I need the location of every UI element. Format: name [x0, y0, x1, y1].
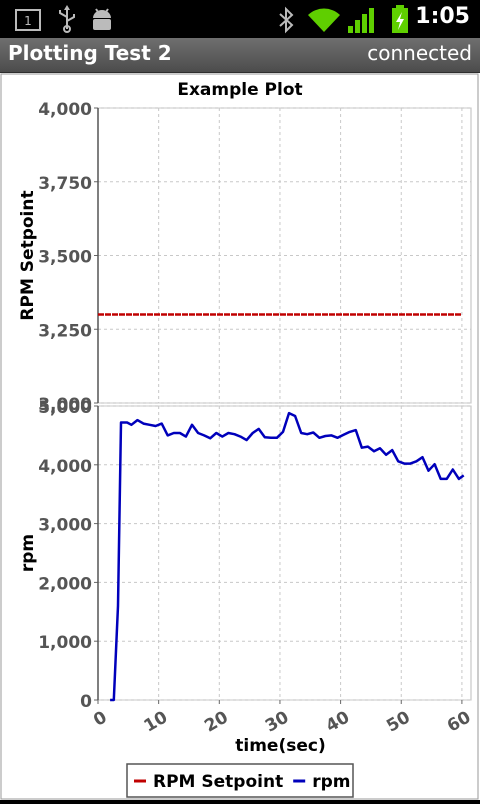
y-tick-label: 0	[80, 692, 92, 712]
plot-title: Example Plot	[177, 80, 302, 100]
android-debug-icon	[93, 8, 111, 30]
status-time: 1:05	[415, 4, 470, 29]
rpm-series-line	[110, 411, 465, 702]
signal-icon	[348, 8, 374, 33]
y-tick-label: 5,000	[38, 398, 92, 418]
legend-label: RPM Setpoint	[153, 772, 283, 792]
setpoint-panel: 3,000 3,250 3,500 3,750 4,000 RPM Setpoint	[18, 100, 472, 415]
legend: RPM Setpoint rpm	[126, 763, 354, 798]
plot-frame	[97, 405, 472, 701]
wifi-icon	[308, 8, 340, 32]
legend-label: rpm	[312, 772, 350, 792]
plot-area: Example Plot 3,000 3,250 3,500 3,750 4,000 RP…	[0, 73, 480, 800]
y-axis-label: rpm	[18, 534, 38, 572]
status-bar: 1 1:05	[0, 0, 480, 38]
x-axis-label: time(sec)	[235, 736, 325, 756]
y-axis-label: RPM Setpoint	[18, 190, 38, 320]
y-tick-label: 3,000	[38, 395, 92, 415]
y-tick-label: 4,000	[38, 457, 92, 477]
y-tick-label: 3,000	[38, 516, 92, 536]
y-tick-label: 2,000	[38, 574, 92, 594]
notification-count: 1	[24, 14, 32, 28]
y-tick-label: 3,500	[38, 248, 92, 268]
usb-icon	[59, 5, 75, 33]
title-bar: Plotting Test 2 connected	[0, 38, 480, 73]
battery-charging-icon	[392, 5, 408, 33]
y-tick-label: 1,000	[38, 633, 92, 653]
y-tick-label: 3,250	[38, 321, 92, 341]
example-plot[interactable]: Example Plot 3,000 3,250 3,500 3,750 4,000 RP…	[0, 73, 480, 800]
bluetooth-icon	[279, 6, 294, 34]
app-title: Plotting Test 2	[8, 41, 172, 65]
y-tick-label: 3,750	[38, 174, 92, 194]
connection-status: connected	[367, 41, 472, 65]
notification-box-icon[interactable]: 1	[14, 8, 44, 32]
legend-box	[126, 763, 354, 798]
y-tick-label: 4,000	[38, 100, 92, 120]
